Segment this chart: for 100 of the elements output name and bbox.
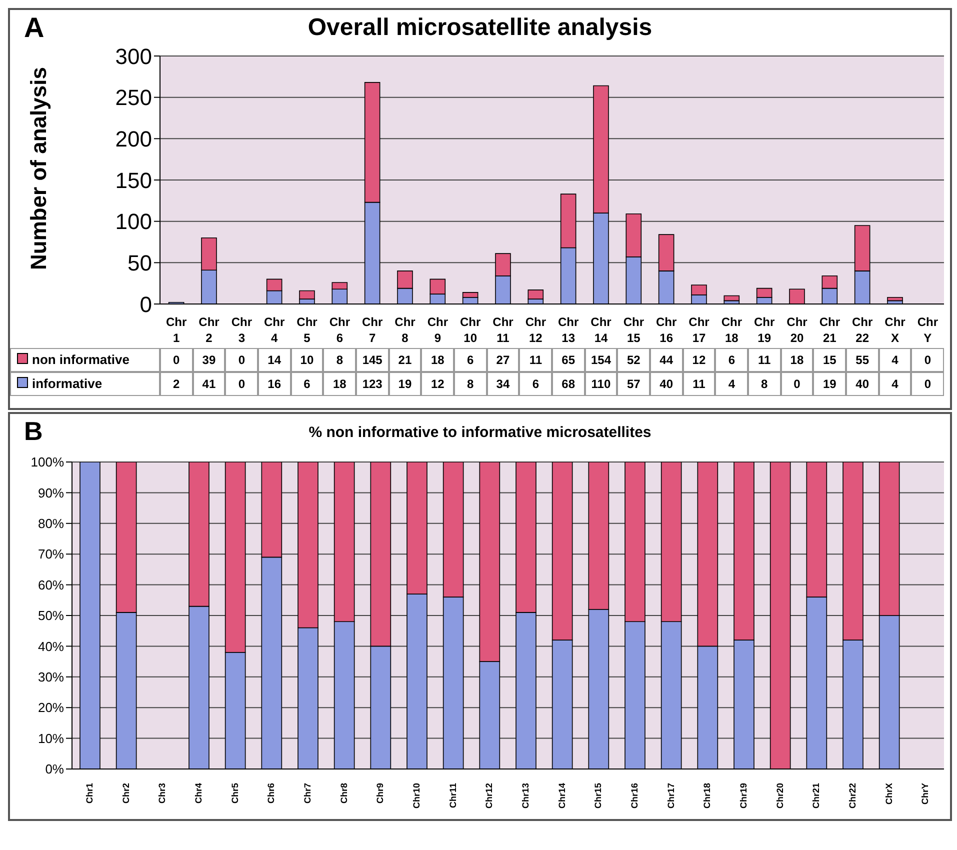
x-tick-label: Chr 16 [656, 315, 677, 345]
data-label: 55 [856, 353, 869, 367]
data-label: 12 [430, 377, 444, 391]
x-tick-label: Chr 3 [231, 315, 252, 345]
x-tick-label: Chr 17 [688, 315, 710, 345]
data-label: 40 [660, 377, 673, 391]
x-tick-label: Chr 9 [427, 315, 448, 345]
x-tick-label: Chr9 [375, 783, 386, 804]
x-tick-label: Chr 19 [754, 315, 775, 345]
x-tick-label: Chr 15 [623, 315, 644, 345]
bar [724, 295, 740, 302]
x-tick-label: Chr Y [917, 315, 938, 345]
x-tick-label: Chr22 [848, 783, 858, 809]
y-tick-label: 10% [38, 730, 64, 746]
y-tick-label: 50 [128, 250, 152, 276]
data-label: 2 [172, 377, 180, 391]
x-tick-label: ChrY [920, 783, 930, 805]
y-tick-label: 150 [115, 168, 152, 193]
data-label: 0 [238, 353, 245, 367]
x-tick-label: Chr2 [120, 783, 131, 804]
data-label: 11 [529, 353, 542, 367]
x-tick-label: Chr14 [556, 783, 567, 809]
y-tick-label: 20% [38, 700, 64, 716]
y-tick-label: 70% [38, 546, 64, 562]
data-label: 0 [238, 377, 245, 391]
data-label: 39 [202, 353, 216, 367]
x-tick-label: Chr19 [738, 783, 749, 809]
y-tick-label: 40% [38, 638, 64, 654]
data-label: 4 [892, 377, 898, 391]
data-label: 44 [660, 353, 673, 367]
chart-title: Overall microsatellite analysis [308, 14, 652, 41]
x-tick-label: Chr 18 [721, 315, 742, 345]
data-label: 18 [332, 377, 346, 391]
x-tick-label: Chr8 [338, 783, 349, 804]
data-label: 11 [758, 353, 771, 367]
x-tick-label: Chr1 [84, 783, 95, 804]
data-label: 10 [300, 353, 314, 367]
data-label: 19 [822, 377, 836, 391]
data-label: 0 [924, 353, 931, 367]
data-label: 110 [591, 377, 611, 391]
data-label: 21 [398, 353, 412, 367]
data-label: 15 [822, 353, 836, 367]
data-label: 52 [626, 353, 640, 367]
y-tick-label: 60% [38, 577, 64, 592]
x-tick-label: Chr 4 [264, 315, 285, 345]
data-label: 14 [268, 353, 281, 367]
x-tick-label: Chr 14 [590, 315, 612, 345]
x-tick-label: Chr 13 [558, 315, 579, 345]
data-label: 0 [794, 377, 800, 391]
x-tick-label: Chr 10 [460, 315, 481, 345]
text: B [24, 416, 43, 447]
x-tick-label: Chr12 [484, 783, 494, 809]
x-tick-label: Chr6 [266, 783, 276, 804]
data-label: 12 [692, 353, 706, 367]
y-tick-label: 100 [115, 209, 152, 234]
data-label: 16 [268, 377, 281, 391]
bar [528, 290, 544, 300]
x-tick-label: Chr10 [412, 783, 422, 809]
x-tick-label: Chr20 [774, 783, 785, 809]
x-tick-label: Chr11 [448, 783, 458, 808]
y-tick-label: 200 [115, 126, 152, 152]
x-tick-label: Chr X [884, 315, 906, 345]
data-label: 27 [496, 353, 510, 367]
bar [887, 296, 903, 302]
y-tick-label: 0 [140, 292, 152, 317]
y-tick-label: 100% [30, 454, 64, 470]
x-tick-label: Chr 20 [786, 315, 808, 345]
x-tick-label: Chr 1 [166, 315, 187, 345]
y-tick-label: 50% [38, 608, 64, 624]
y-tick-label: 80% [38, 516, 64, 532]
data-label: 0 [172, 353, 180, 367]
data-label: 6 [728, 353, 735, 367]
data-label: 57 [626, 377, 640, 391]
data-label: 8 [760, 377, 768, 391]
x-tick-label: ChrX [884, 783, 894, 805]
data-label: 8 [466, 377, 474, 391]
x-tick-label: Chr 5 [296, 315, 318, 345]
x-tick-label: Chr 11 [492, 315, 514, 345]
data-label: 18 [790, 353, 804, 367]
data-label: 0 [924, 377, 931, 391]
x-tick-label: Chr7 [302, 783, 313, 804]
data-label: 18 [430, 353, 444, 367]
x-tick-label: Chr18 [702, 783, 712, 809]
x-tick-label: Chr13 [520, 783, 531, 809]
data-label: 40 [856, 377, 869, 391]
x-tick-label: Chr4 [194, 783, 204, 804]
bar [299, 290, 315, 300]
data-label: 34 [496, 377, 510, 391]
y-tick-label: 250 [115, 85, 152, 110]
x-tick-label: Chr 12 [525, 315, 546, 345]
data-label: 19 [398, 377, 412, 391]
data-label: 4 [892, 353, 898, 367]
x-tick-label: Chr5 [230, 783, 240, 804]
x-tick-label: Chr21 [811, 783, 822, 809]
legend-label: informative [10, 372, 160, 396]
x-tick-label: Chr 7 [362, 315, 383, 345]
x-tick-label: Chr 2 [198, 315, 220, 345]
x-tick-label: Chr3 [157, 783, 168, 804]
data-label: 123 [362, 377, 382, 391]
y-tick-label: 300 [115, 44, 152, 69]
